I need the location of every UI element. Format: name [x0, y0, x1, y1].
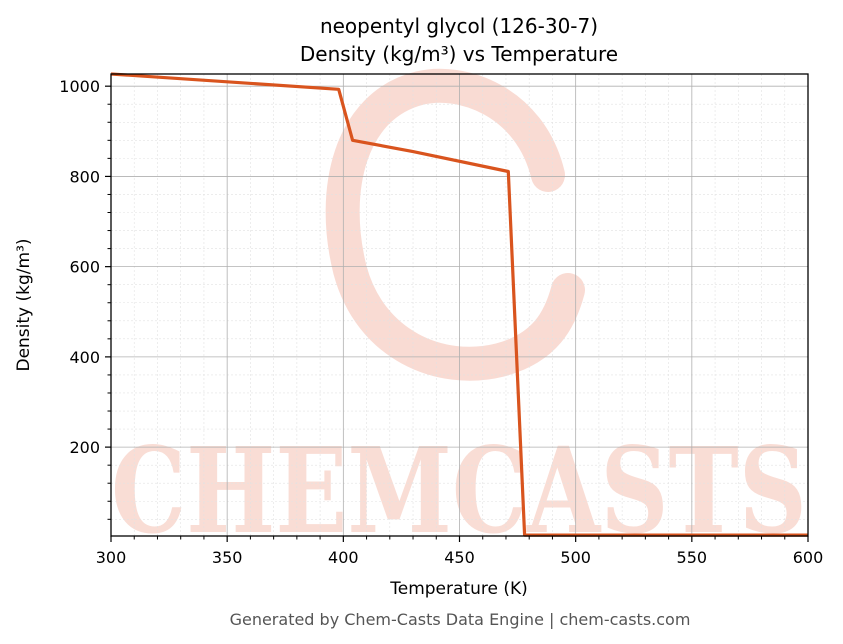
y-tick-label: 1000	[59, 77, 100, 96]
y-tick-label: 800	[69, 167, 100, 186]
axis-ticks	[105, 85, 809, 542]
watermark-c-logo-shape	[325, 68, 585, 381]
y-tick-labels: 200 400 600 800 1000	[59, 77, 100, 457]
chart-subtitle: Density (kg/m³) vs Temperature	[300, 42, 618, 66]
x-tick-labels: 300 350 400 450 500 550 600	[96, 548, 824, 567]
x-tick-label: 600	[793, 548, 824, 567]
y-axis-label: Density (kg/m³)	[14, 238, 34, 371]
footer-credit: Generated by Chem-Casts Data Engine | ch…	[230, 610, 691, 629]
x-tick-label: 450	[444, 548, 475, 567]
x-tick-label: 500	[560, 548, 591, 567]
chart-title: neopentyl glycol (126-30-7)	[320, 14, 598, 38]
x-tick-label: 350	[212, 548, 243, 567]
density-series-line	[110, 72, 808, 537]
chemcasts-watermark-logo: CHEMCASTS	[111, 68, 807, 560]
x-tick-label: 550	[677, 548, 708, 567]
x-tick-label: 300	[96, 548, 127, 567]
y-tick-label: 600	[69, 258, 100, 277]
y-tick-label: 200	[69, 438, 100, 457]
y-tick-label: 400	[69, 348, 100, 367]
x-tick-label: 400	[328, 548, 359, 567]
x-axis-label: Temperature (K)	[389, 579, 528, 599]
